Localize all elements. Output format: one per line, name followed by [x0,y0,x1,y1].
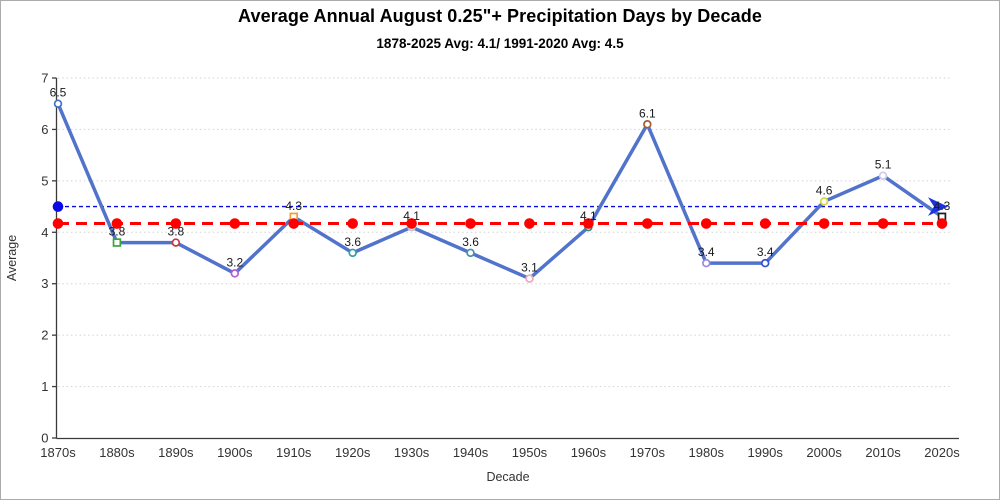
data-label: 3.4 [698,245,715,259]
data-point-marker [230,269,240,278]
reference-line-dot [288,218,300,229]
data-point-marker [348,248,357,258]
x-tick-label: 1940s [453,445,489,460]
reference-line-dot [111,218,123,229]
data-label: 3.8 [168,225,185,239]
data-label: 3.6 [462,235,479,249]
x-tick-label: 2020s [924,445,960,460]
y-tick-label: 0 [41,431,48,446]
y-tick-label: 5 [41,173,48,188]
y-tick-label: 4 [41,225,48,240]
y-tick-label: 7 [41,71,48,86]
data-point-marker [466,248,475,258]
reference-line-dot [583,218,594,229]
data-label: 3.2 [226,255,243,269]
reference-line-dot [170,218,182,229]
reference-line-dot [700,218,712,229]
chart-title: Average Annual August 0.25"+ Precipitati… [238,6,762,26]
data-label: 5.1 [875,158,892,172]
reference-line-dot [406,218,417,229]
data-point-marker [760,258,770,268]
x-tick-label: 1890s [158,445,194,460]
reference-line-dot [524,218,535,229]
y-tick-label: 3 [41,276,48,291]
data-label: 6.5 [50,86,67,100]
y-tick-label: 6 [41,122,48,137]
reference-line-dot [347,218,358,229]
reference-line-dot [229,218,241,229]
data-label: 4.1 [403,209,420,223]
x-tick-label: 1950s [512,445,548,460]
data-label: 4.6 [816,183,833,197]
data-point-marker [819,197,829,206]
reference-line-start-dot [52,201,64,212]
reference-line-dot [52,218,64,229]
series-line [56,101,944,281]
x-tick-label: 2000s [806,445,842,460]
data-label: 3.8 [109,225,126,239]
reference-line-dot [818,218,830,229]
x-tick-label: 1970s [630,445,666,460]
reference-line-dot [877,218,889,229]
reference-line-dot [642,218,653,229]
x-axis-title: Decade [486,470,529,484]
data-point-marker [702,258,711,268]
x-tick-label: 1920s [335,445,371,460]
data-point-marker [878,171,888,180]
data-label: 4.3 [285,199,302,213]
data-label: 3.1 [521,261,538,275]
x-tick-label: 2010s [865,445,901,460]
x-tick-label: 1930s [394,445,430,460]
x-tick-label: 1980s [689,445,725,460]
y-tick-label: 2 [41,328,48,343]
data-label: 3.6 [344,235,361,249]
data-point-marker [171,238,181,247]
data-point-marker [525,274,534,283]
data-label: 6.1 [639,106,656,120]
data-label: 3.4 [757,245,774,259]
reference-line-dot [759,218,771,229]
reference-line-dot [936,218,948,229]
data-point-marker [643,120,652,129]
x-tick-label: 1900s [217,445,253,460]
data-point-marker [112,238,122,247]
x-tick-label: 1990s [747,445,783,460]
reference-line-dot [465,218,476,229]
x-tick-label: 1960s [571,445,607,460]
data-label: 4.1 [580,209,597,223]
arrow-right-icon [928,197,948,216]
data-point-marker [53,99,63,108]
chart-subtitle: 1878-2025 Avg: 4.1/ 1991-2020 Avg: 4.5 [376,36,624,51]
x-tick-label: 1870s [40,445,76,460]
data-label: 4.3 [934,199,951,213]
y-tick-label: 1 [41,379,48,394]
x-tick-label: 1880s [99,445,135,460]
x-tick-label: 1910s [276,445,312,460]
y-axis-title: Average [5,235,19,281]
